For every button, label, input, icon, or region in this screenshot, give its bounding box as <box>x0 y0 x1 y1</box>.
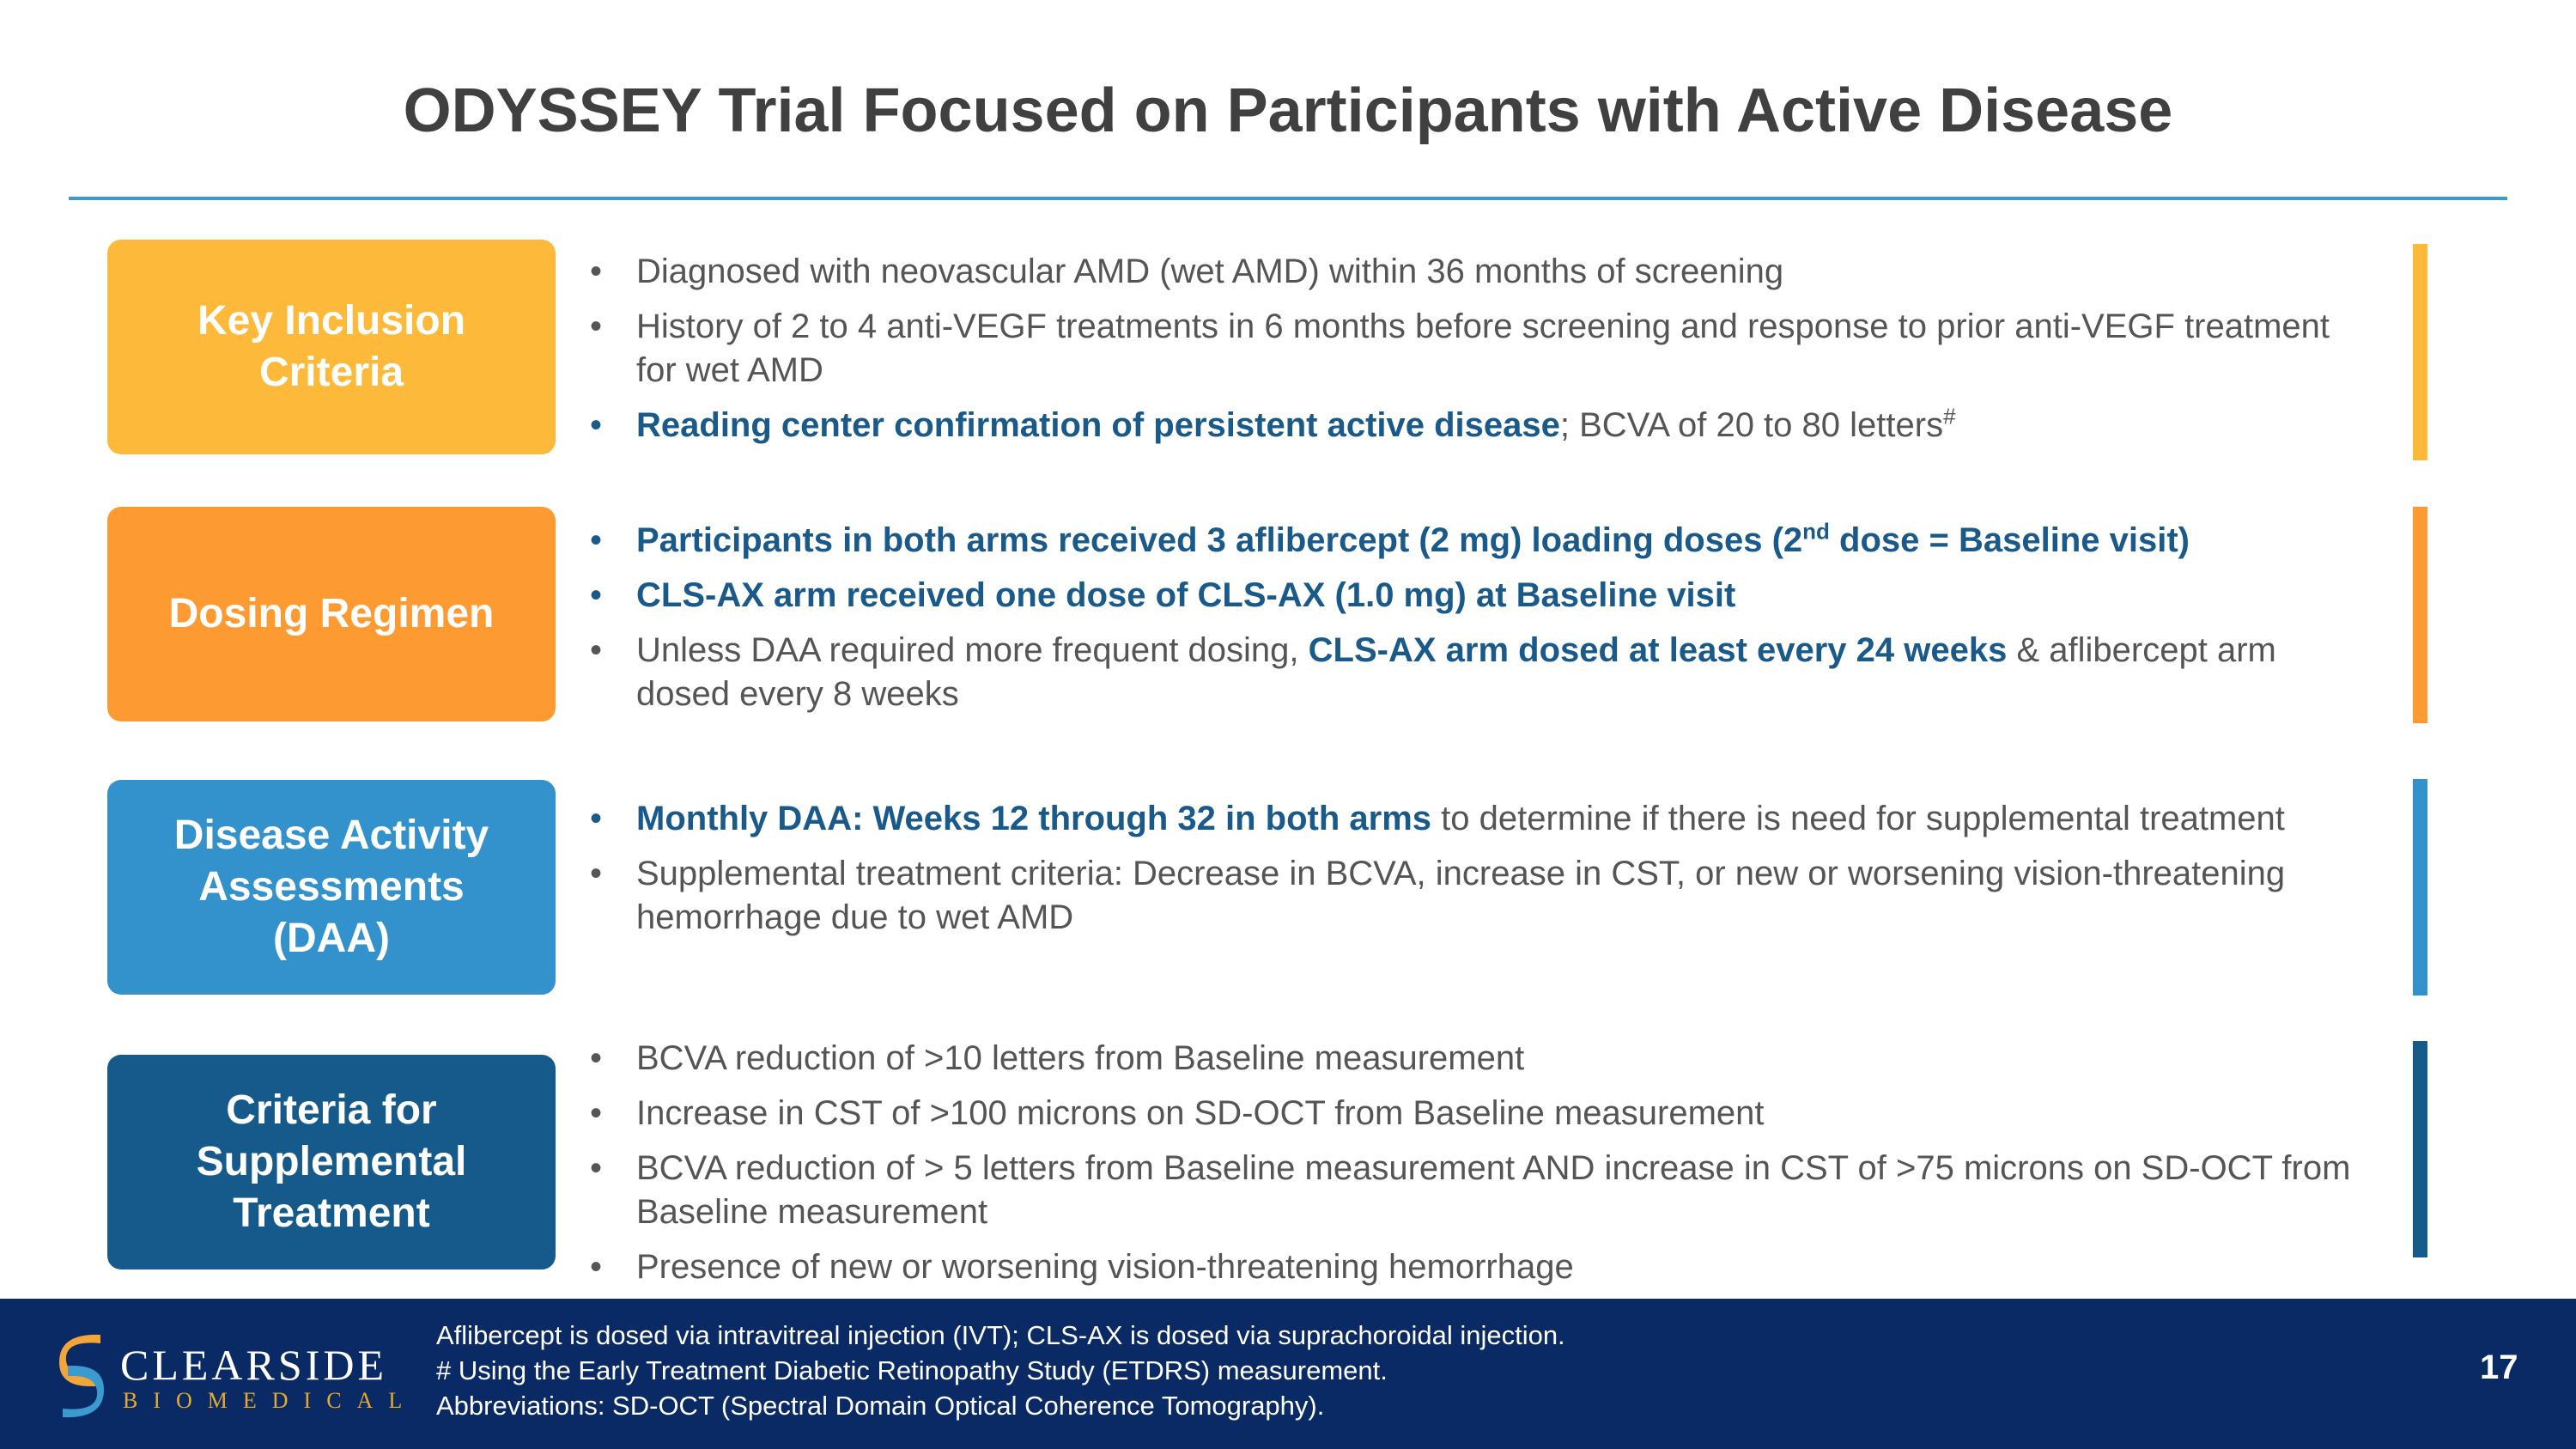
footer-bar: CLEARSIDE BIOMEDICAL Aflibercept is dose… <box>0 1299 2576 1449</box>
bullet-bold-text: Reading center confirmation of persisten… <box>636 406 1560 444</box>
ordinal-suffix: nd <box>1802 518 1830 545</box>
bullet-text: ; BCVA of 20 to 80 letters <box>1559 406 1944 444</box>
section-label-dosing-regimen: Dosing Regimen <box>107 507 556 721</box>
list-item: Reading center confirmation of persisten… <box>584 404 2370 447</box>
logo-wordmark: CLEARSIDE <box>120 1341 387 1389</box>
list-item: Monthly DAA: Weeks 12 through 32 in both… <box>584 797 2370 841</box>
footnotes: Aflibercept is dosed via intravitreal in… <box>436 1318 1565 1423</box>
clearside-logo-icon <box>59 1334 104 1418</box>
bullet-text: & aflibercept arm dosed every 8 weeks <box>636 631 2276 713</box>
footnote-line: Abbreviations: SD-OCT (Spectral Domain O… <box>436 1391 1325 1421</box>
section-label-text: Key Inclusion Criteria <box>197 298 466 395</box>
section-label-text: Disease Activity Assessments (DAA) <box>173 813 489 961</box>
bullet-text: Supplemental treatment criteria: Decreas… <box>636 855 2286 936</box>
section-label-disease-activity-assessments: Disease Activity Assessments (DAA) <box>107 780 556 995</box>
bullet-bold-text: dose = Baseline visit) <box>1829 521 2190 559</box>
section-label-text: Dosing Regimen <box>168 591 495 636</box>
section-accent-bar <box>2413 1041 2427 1257</box>
bullet-bold-text: Monthly DAA: Weeks 12 through 32 in both… <box>636 800 1432 837</box>
bullet-bold-text: CLS-AX arm dosed at least every 24 weeks <box>1308 631 2008 669</box>
bullet-text: History of 2 to 4 anti-VEGF treatments i… <box>636 307 2330 389</box>
title-divider <box>69 197 2507 200</box>
list-item: BCVA reduction of >10 letters from Basel… <box>584 1037 2370 1081</box>
footnote-line: Aflibercept is dosed via intravitreal in… <box>436 1320 1565 1350</box>
page-title: ODYSSEY Trial Focused on Participants wi… <box>403 76 2173 145</box>
bullet-list-key-inclusion: Diagnosed with neovascular AMD (wet AMD)… <box>584 250 2370 459</box>
bullet-text: BCVA reduction of >10 letters from Basel… <box>636 1039 1525 1077</box>
bullet-text: BCVA reduction of > 5 letters from Basel… <box>636 1149 2351 1231</box>
bullet-bold-text: CLS-AX arm received one dose of CLS-AX (… <box>636 576 1736 614</box>
list-item: Participants in both arms received 3 afl… <box>584 519 2370 563</box>
section-label-criteria-supplemental: Criteria for Supplemental Treatment <box>107 1055 556 1269</box>
bullet-text: Unless DAA required more frequent dosing… <box>636 631 1309 669</box>
bullet-text: to determine if there is need for supple… <box>1431 800 2285 837</box>
section-label-text: Criteria for Supplemental Treatment <box>196 1087 467 1236</box>
footnote-marker: # <box>1943 403 1956 429</box>
page-number: 17 <box>2480 1349 2518 1386</box>
bullet-text: Diagnosed with neovascular AMD (wet AMD)… <box>636 253 1784 290</box>
section-accent-bar <box>2413 244 2427 460</box>
section-accent-bar <box>2413 507 2427 723</box>
bullet-list-supplemental-criteria: BCVA reduction of >10 letters from Basel… <box>584 1037 2370 1300</box>
list-item: Unless DAA required more frequent dosing… <box>584 629 2370 716</box>
company-logo: CLEARSIDE BIOMEDICAL <box>56 1333 402 1419</box>
bullet-list-dosing-regimen: Participants in both arms received 3 afl… <box>584 519 2370 728</box>
section-label-key-inclusion-criteria: Key Inclusion Criteria <box>107 240 556 454</box>
list-item: Presence of new or worsening vision-thre… <box>584 1245 2370 1289</box>
bullet-list-daa: Monthly DAA: Weeks 12 through 32 in both… <box>584 797 2370 951</box>
bullet-text: Presence of new or worsening vision-thre… <box>636 1248 1574 1286</box>
list-item: Supplemental treatment criteria: Decreas… <box>584 852 2370 940</box>
section-accent-bar <box>2413 779 2427 995</box>
bullet-text: Increase in CST of >100 microns on SD-OC… <box>636 1094 1765 1132</box>
list-item: CLS-AX arm received one dose of CLS-AX (… <box>584 574 2370 618</box>
footnote-line: # Using the Early Treatment Diabetic Ret… <box>436 1355 1388 1385</box>
list-item: Diagnosed with neovascular AMD (wet AMD)… <box>584 250 2370 294</box>
list-item: BCVA reduction of > 5 letters from Basel… <box>584 1147 2370 1234</box>
list-item: History of 2 to 4 anti-VEGF treatments i… <box>584 305 2370 393</box>
list-item: Increase in CST of >100 microns on SD-OC… <box>584 1092 2370 1135</box>
logo-subwordmark: BIOMEDICAL <box>123 1388 418 1413</box>
bullet-bold-text: Participants in both arms received 3 afl… <box>636 521 1803 559</box>
